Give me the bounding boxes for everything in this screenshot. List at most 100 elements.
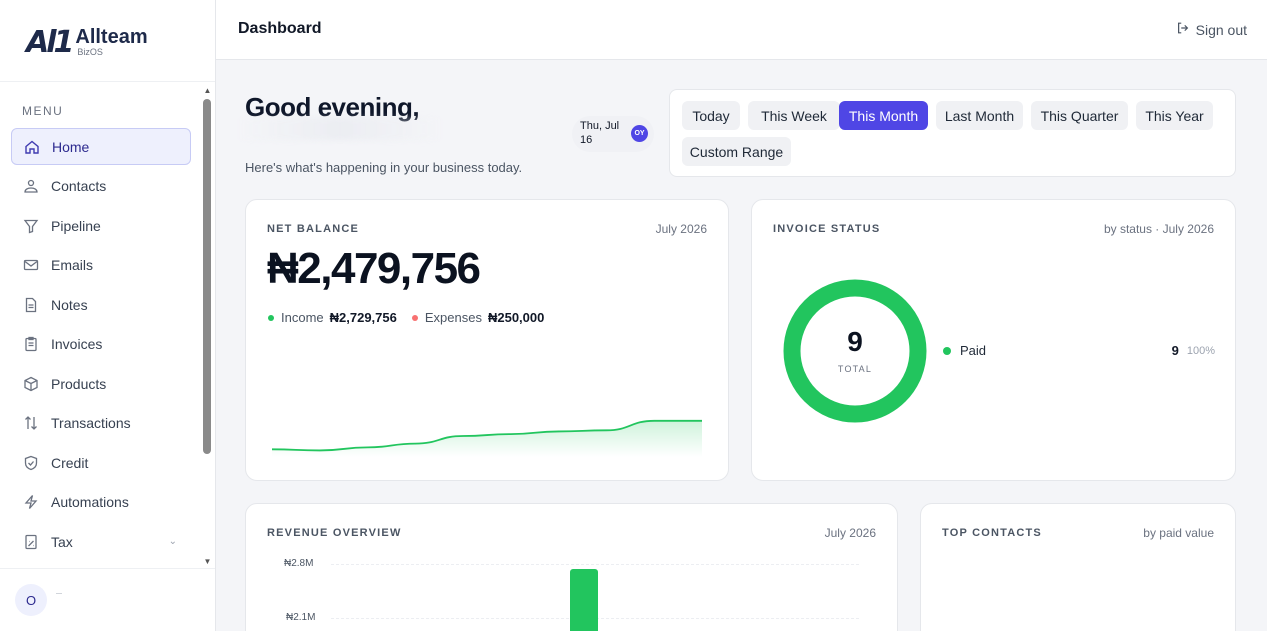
bolt-icon	[23, 494, 39, 510]
sidebar: Al1 Allteam BizOS MENU Home Contacts Pip…	[0, 0, 216, 631]
brand-sub: BizOS	[77, 47, 103, 57]
top-contacts-meta: by paid value	[1143, 526, 1214, 540]
y-tick: ₦2.8M	[284, 558, 314, 569]
sidebar-item-products[interactable]: Products	[11, 365, 191, 402]
sign-out-icon	[1176, 21, 1190, 38]
sidebar-item-label: Invoices	[51, 336, 103, 352]
chevron-down-icon[interactable]: ⌄	[168, 536, 177, 547]
brand-logo[interactable]: Al1 Allteam BizOS	[26, 22, 148, 62]
contacts-icon	[23, 178, 39, 194]
sidebar-item-label: Home	[52, 138, 90, 155]
scroll-down-arrow-icon[interactable]: ▼	[203, 557, 212, 566]
sidebar-item-invoices[interactable]: Invoices	[11, 326, 191, 363]
arrows-updown-icon	[23, 415, 39, 431]
calculator-icon	[23, 534, 39, 550]
greeting-subtitle: Here's what's happening in your business…	[245, 160, 523, 175]
net-balance-label: NET BALANCE	[267, 223, 360, 235]
income-value: ₦2,729,756	[329, 310, 397, 325]
clipboard-icon	[23, 336, 39, 352]
date-range-selector: Today This Week This Month Last Month Th…	[669, 89, 1236, 177]
net-balance-amount: ₦2,479,756	[267, 244, 481, 293]
avatar[interactable]: O	[15, 584, 47, 616]
paid-label: Paid	[960, 343, 987, 358]
box-icon	[23, 376, 39, 392]
scroll-up-arrow-icon[interactable]: ▲	[203, 86, 212, 95]
sidebar-item-label: Pipeline	[51, 217, 101, 234]
income-label: Income	[281, 310, 324, 325]
sidebar-item-label: Products	[51, 375, 107, 392]
top-contacts-label: TOP CONTACTS	[942, 527, 1042, 539]
sidebar-item-label: Notes	[51, 296, 88, 313]
net-balance-period: July 2026	[655, 222, 707, 236]
sidebar-item-contacts[interactable]: Contacts	[11, 168, 191, 205]
scroll-thumb[interactable]	[203, 99, 211, 454]
funnel-icon	[23, 218, 39, 234]
sidebar-item-label: Transactions	[51, 415, 131, 431]
donut-slice-paid	[783, 279, 927, 423]
sidebar-item-home[interactable]: Home	[11, 128, 191, 165]
sidebar-item-label: Automations	[51, 494, 129, 510]
logo-mark: Al1	[26, 24, 74, 60]
sidebar-item-emails[interactable]: Emails	[11, 247, 191, 284]
invoice-legend-paid: Paid 9 100%	[943, 343, 1215, 358]
avatar-menu-caret[interactable]	[56, 593, 62, 594]
expenses-dot	[411, 314, 418, 321]
revenue-overview-card: REVENUE OVERVIEW July 2026 ₦2.8M ₦2.1M	[245, 503, 898, 631]
range-custom-button[interactable]: Custom Range	[682, 137, 791, 166]
range-today-button[interactable]: Today	[682, 101, 740, 130]
y-tick: ₦2.1M	[286, 612, 316, 623]
sidebar-item-credit[interactable]: Credit	[11, 444, 191, 481]
topbar: Dashboard Sign out	[216, 0, 1267, 60]
greeting-title: Good evening,	[245, 92, 420, 122]
range-this-quarter-button[interactable]: This Quarter	[1031, 101, 1128, 130]
revenue-bar[interactable]	[570, 569, 598, 631]
balance-legend: Income ₦2,729,756 Expenses ₦250,000	[268, 310, 559, 325]
sidebar-nav: Home Contacts Pipeline Emails Notes Invo…	[11, 128, 191, 563]
range-this-week-button[interactable]: This Week	[748, 101, 840, 130]
range-this-month-button[interactable]: This Month	[839, 101, 928, 130]
balance-trend-chart	[271, 419, 702, 457]
donut-total-value: 9	[847, 326, 863, 357]
revenue-overview-label: REVENUE OVERVIEW	[267, 527, 402, 539]
invoice-status-card: INVOICE STATUS by status · July 2026 9 T…	[751, 199, 1236, 481]
range-this-year-button[interactable]: This Year	[1136, 101, 1213, 130]
donut-total-label: TOTAL	[837, 364, 873, 374]
invoice-status-meta: by status · July 2026	[1103, 222, 1214, 236]
trend-area	[272, 420, 702, 457]
sidebar-divider	[0, 81, 215, 82]
sidebar-item-label: Credit	[51, 454, 89, 471]
sidebar-item-pipeline[interactable]: Pipeline	[11, 207, 191, 244]
revenue-overview-period: July 2026	[824, 526, 876, 540]
paid-count: 9	[1171, 343, 1179, 358]
sidebar-item-tax[interactable]: Tax ⌄	[11, 523, 191, 560]
sign-out-label: Sign out	[1195, 21, 1247, 38]
date-text: Thu, Jul 16	[580, 120, 620, 146]
expenses-label: Expenses	[424, 310, 482, 325]
date-pill: Thu, Jul 16 OY	[572, 116, 654, 152]
paid-pct: 100%	[1186, 344, 1215, 357]
donut-center: 9 TOTAL	[783, 326, 927, 374]
greeting-name-blur	[240, 118, 440, 140]
sidebar-item-label: Tax	[51, 533, 73, 550]
sidebar-item-label: Emails	[51, 257, 94, 273]
menu-label: MENU	[22, 104, 64, 118]
range-last-month-button[interactable]: Last Month	[936, 101, 1023, 130]
expenses-value: ₦250,000	[487, 310, 545, 325]
shield-icon	[23, 455, 39, 471]
sidebar-scrollbar[interactable]: ▲ ▼	[202, 86, 213, 566]
home-icon	[24, 139, 40, 155]
paid-dot	[943, 346, 951, 355]
user-badge[interactable]: OY	[631, 125, 648, 142]
top-contacts-card: TOP CONTACTS by paid value	[920, 503, 1236, 631]
sidebar-item-label: Contacts	[51, 178, 107, 194]
note-icon	[23, 297, 39, 313]
sidebar-item-automations[interactable]: Automations	[11, 484, 191, 521]
income-dot	[268, 314, 274, 321]
trend-line	[271, 419, 702, 452]
sidebar-item-notes[interactable]: Notes	[11, 286, 191, 323]
sign-out-button[interactable]: Sign out	[1176, 21, 1247, 38]
gridline	[331, 564, 859, 565]
invoice-donut-chart	[783, 279, 927, 423]
sidebar-item-transactions[interactable]: Transactions	[11, 405, 191, 442]
sidebar-bottom-divider	[0, 568, 215, 569]
